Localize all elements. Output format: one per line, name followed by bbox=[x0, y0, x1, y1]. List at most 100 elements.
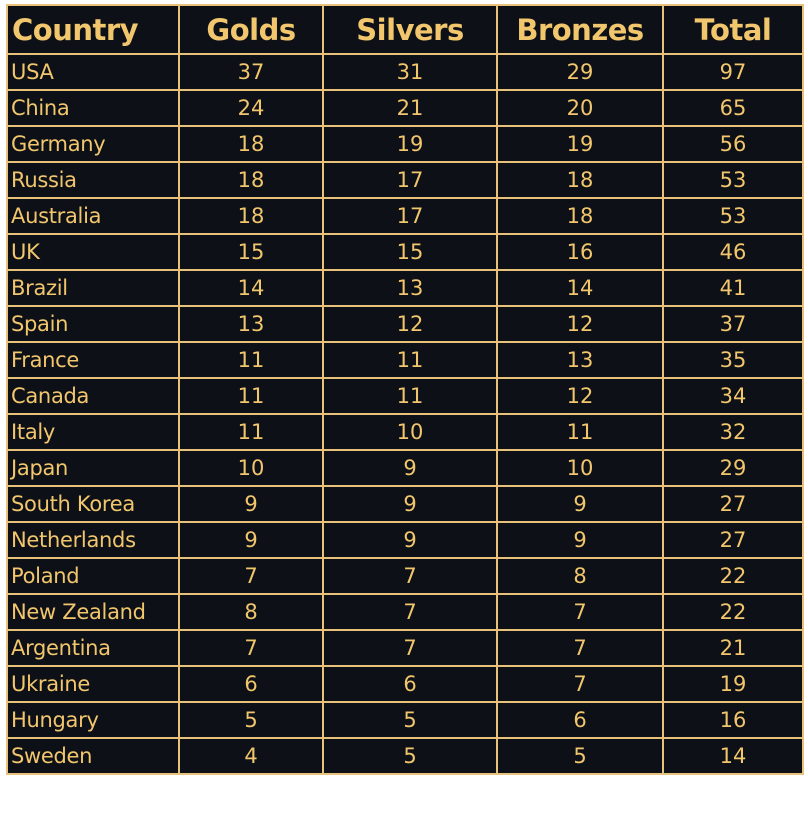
cell-golds[interactable]: 11 bbox=[178, 377, 324, 415]
cell-bronzes[interactable]: 12 bbox=[496, 305, 664, 343]
cell-bronzes[interactable]: 12 bbox=[496, 377, 664, 415]
cell-country[interactable]: South Korea bbox=[6, 485, 180, 523]
cell-bronzes[interactable]: 18 bbox=[496, 161, 664, 199]
cell-bronzes[interactable]: 13 bbox=[496, 341, 664, 379]
cell-total[interactable]: 21 bbox=[662, 629, 804, 667]
cell-total[interactable]: 35 bbox=[662, 341, 804, 379]
cell-total[interactable]: 16 bbox=[662, 701, 804, 739]
cell-silvers[interactable]: 6 bbox=[322, 665, 498, 703]
cell-silvers[interactable]: 5 bbox=[322, 737, 498, 775]
cell-country[interactable]: Netherlands bbox=[6, 521, 180, 559]
cell-bronzes[interactable]: 29 bbox=[496, 53, 664, 91]
cell-bronzes[interactable]: 8 bbox=[496, 557, 664, 595]
cell-country[interactable]: Germany bbox=[6, 125, 180, 163]
cell-country[interactable]: Ukraine bbox=[6, 665, 180, 703]
cell-country[interactable]: Australia bbox=[6, 197, 180, 235]
header-total[interactable]: Total bbox=[662, 4, 804, 55]
cell-golds[interactable]: 10 bbox=[178, 449, 324, 487]
cell-silvers[interactable]: 9 bbox=[322, 521, 498, 559]
cell-total[interactable]: 65 bbox=[662, 89, 804, 127]
cell-country[interactable]: Sweden bbox=[6, 737, 180, 775]
cell-golds[interactable]: 18 bbox=[178, 125, 324, 163]
cell-silvers[interactable]: 31 bbox=[322, 53, 498, 91]
cell-golds[interactable]: 9 bbox=[178, 485, 324, 523]
cell-golds[interactable]: 24 bbox=[178, 89, 324, 127]
cell-total[interactable]: 22 bbox=[662, 593, 804, 631]
cell-bronzes[interactable]: 9 bbox=[496, 521, 664, 559]
cell-bronzes[interactable]: 7 bbox=[496, 665, 664, 703]
cell-total[interactable]: 53 bbox=[662, 197, 804, 235]
cell-country[interactable]: Canada bbox=[6, 377, 180, 415]
cell-total[interactable]: 22 bbox=[662, 557, 804, 595]
cell-golds[interactable]: 11 bbox=[178, 341, 324, 379]
cell-silvers[interactable]: 12 bbox=[322, 305, 498, 343]
cell-bronzes[interactable]: 6 bbox=[496, 701, 664, 739]
cell-silvers[interactable]: 13 bbox=[322, 269, 498, 307]
cell-golds[interactable]: 6 bbox=[178, 665, 324, 703]
cell-country[interactable]: New Zealand bbox=[6, 593, 180, 631]
cell-golds[interactable]: 7 bbox=[178, 629, 324, 667]
cell-bronzes[interactable]: 16 bbox=[496, 233, 664, 271]
cell-silvers[interactable]: 9 bbox=[322, 485, 498, 523]
cell-silvers[interactable]: 9 bbox=[322, 449, 498, 487]
cell-country[interactable]: UK bbox=[6, 233, 180, 271]
cell-silvers[interactable]: 19 bbox=[322, 125, 498, 163]
cell-silvers[interactable]: 17 bbox=[322, 197, 498, 235]
header-country[interactable]: Country bbox=[6, 4, 180, 55]
cell-total[interactable]: 37 bbox=[662, 305, 804, 343]
cell-country[interactable]: Hungary bbox=[6, 701, 180, 739]
cell-silvers[interactable]: 10 bbox=[322, 413, 498, 451]
cell-silvers[interactable]: 11 bbox=[322, 341, 498, 379]
cell-country[interactable]: Spain bbox=[6, 305, 180, 343]
cell-golds[interactable]: 7 bbox=[178, 557, 324, 595]
cell-golds[interactable]: 11 bbox=[178, 413, 324, 451]
cell-bronzes[interactable]: 5 bbox=[496, 737, 664, 775]
cell-total[interactable]: 56 bbox=[662, 125, 804, 163]
cell-golds[interactable]: 37 bbox=[178, 53, 324, 91]
cell-total[interactable]: 34 bbox=[662, 377, 804, 415]
cell-total[interactable]: 27 bbox=[662, 521, 804, 559]
cell-bronzes[interactable]: 7 bbox=[496, 593, 664, 631]
cell-golds[interactable]: 8 bbox=[178, 593, 324, 631]
cell-golds[interactable]: 14 bbox=[178, 269, 324, 307]
cell-bronzes[interactable]: 11 bbox=[496, 413, 664, 451]
cell-total[interactable]: 29 bbox=[662, 449, 804, 487]
cell-golds[interactable]: 9 bbox=[178, 521, 324, 559]
cell-bronzes[interactable]: 9 bbox=[496, 485, 664, 523]
cell-silvers[interactable]: 7 bbox=[322, 629, 498, 667]
cell-total[interactable]: 32 bbox=[662, 413, 804, 451]
cell-bronzes[interactable]: 14 bbox=[496, 269, 664, 307]
cell-country[interactable]: China bbox=[6, 89, 180, 127]
cell-golds[interactable]: 18 bbox=[178, 161, 324, 199]
cell-country[interactable]: Brazil bbox=[6, 269, 180, 307]
cell-country[interactable]: Italy bbox=[6, 413, 180, 451]
cell-silvers[interactable]: 17 bbox=[322, 161, 498, 199]
cell-bronzes[interactable]: 19 bbox=[496, 125, 664, 163]
cell-country[interactable]: USA bbox=[6, 53, 180, 91]
header-silvers[interactable]: Silvers bbox=[322, 4, 498, 55]
cell-total[interactable]: 27 bbox=[662, 485, 804, 523]
cell-silvers[interactable]: 11 bbox=[322, 377, 498, 415]
cell-bronzes[interactable]: 7 bbox=[496, 629, 664, 667]
cell-country[interactable]: Argentina bbox=[6, 629, 180, 667]
cell-country[interactable]: Poland bbox=[6, 557, 180, 595]
cell-golds[interactable]: 18 bbox=[178, 197, 324, 235]
cell-silvers[interactable]: 15 bbox=[322, 233, 498, 271]
cell-country[interactable]: Russia bbox=[6, 161, 180, 199]
cell-total[interactable]: 46 bbox=[662, 233, 804, 271]
cell-country[interactable]: France bbox=[6, 341, 180, 379]
cell-total[interactable]: 53 bbox=[662, 161, 804, 199]
cell-silvers[interactable]: 5 bbox=[322, 701, 498, 739]
cell-bronzes[interactable]: 20 bbox=[496, 89, 664, 127]
header-bronzes[interactable]: Bronzes bbox=[496, 4, 664, 55]
cell-total[interactable]: 41 bbox=[662, 269, 804, 307]
cell-silvers[interactable]: 7 bbox=[322, 593, 498, 631]
cell-golds[interactable]: 15 bbox=[178, 233, 324, 271]
cell-total[interactable]: 97 bbox=[662, 53, 804, 91]
header-golds[interactable]: Golds bbox=[178, 4, 324, 55]
cell-silvers[interactable]: 7 bbox=[322, 557, 498, 595]
cell-golds[interactable]: 5 bbox=[178, 701, 324, 739]
cell-bronzes[interactable]: 18 bbox=[496, 197, 664, 235]
cell-golds[interactable]: 4 bbox=[178, 737, 324, 775]
cell-total[interactable]: 14 bbox=[662, 737, 804, 775]
